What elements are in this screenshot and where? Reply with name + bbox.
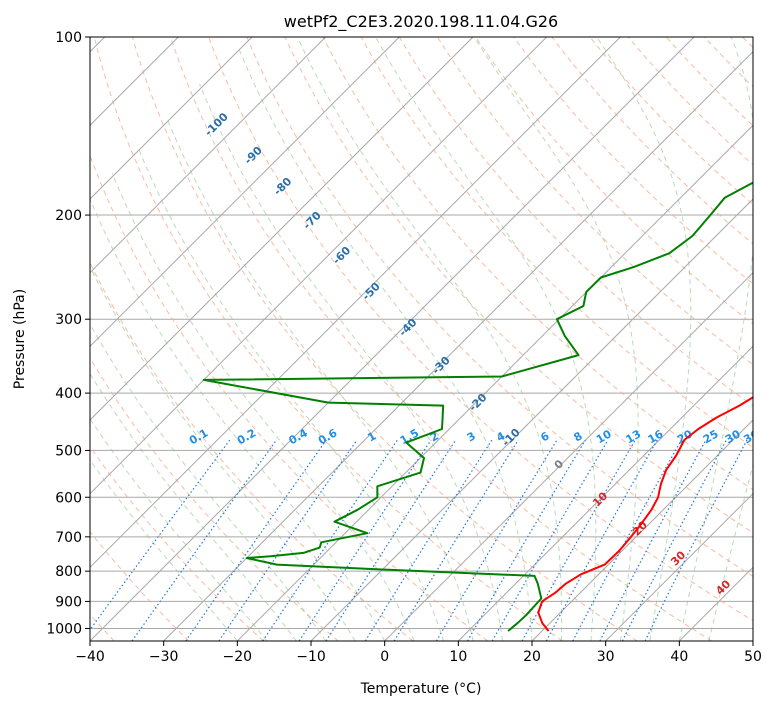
mixing-ratio-lines bbox=[90, 439, 748, 641]
moist-adiabat-line bbox=[596, 37, 692, 641]
mixing-ratio-label: 36 bbox=[741, 427, 761, 446]
mixing-ratio-line bbox=[545, 439, 658, 641]
y-tick-label: 1000 bbox=[46, 621, 82, 637]
y-tick-label: 600 bbox=[55, 490, 82, 506]
x-tick-label: 0 bbox=[380, 649, 389, 665]
x-tick-label: 40 bbox=[670, 649, 688, 665]
dry-adiabat-line bbox=[90, 154, 488, 641]
moist-adiabat-line bbox=[167, 119, 474, 641]
isotherm-line bbox=[90, 37, 695, 641]
mixing-ratio-line bbox=[185, 439, 327, 641]
moist-adiabat-line bbox=[473, 37, 639, 641]
dry-adiabat-line bbox=[398, 37, 753, 407]
isotherm-line bbox=[384, 271, 753, 641]
plot-frame bbox=[89, 36, 754, 642]
y-tick-label: 900 bbox=[55, 594, 82, 610]
x-tick-label: 10 bbox=[449, 649, 467, 665]
mixing-ratio-line bbox=[325, 439, 457, 641]
isotherm-line bbox=[90, 37, 548, 495]
x-tick-label: 20 bbox=[523, 649, 541, 665]
dry-adiabat-line bbox=[360, 37, 753, 449]
isotherm-line bbox=[90, 37, 327, 274]
x-axis: −40 −30 −20 −10 0 10 20 30 40 50 bbox=[75, 641, 762, 665]
dry-adiabat-line bbox=[170, 37, 712, 641]
y-tick-label: 500 bbox=[55, 443, 82, 459]
mixing-ratio-line bbox=[90, 439, 231, 631]
x-tick-label: −20 bbox=[223, 649, 253, 665]
moist-adiabat-line bbox=[90, 322, 327, 641]
x-tick-label: −10 bbox=[296, 649, 326, 665]
x-tick-label: −30 bbox=[149, 649, 179, 665]
moist-adiabat-line bbox=[90, 417, 268, 641]
mixing-ratio-line bbox=[262, 439, 399, 641]
isotherm-line bbox=[90, 37, 253, 200]
mixing-ratio-line bbox=[393, 439, 519, 641]
isotherm-line bbox=[310, 198, 753, 641]
moist-adiabat-line bbox=[237, 46, 533, 641]
dry-adiabat-line bbox=[90, 357, 339, 641]
x-tick-label: 50 bbox=[744, 649, 762, 665]
x-tick-label: −40 bbox=[75, 649, 105, 665]
moist-adiabat-line bbox=[297, 37, 563, 641]
y-axis: 1000 900 800 700 600 500 400 300 200 100 bbox=[46, 30, 90, 637]
profile-series bbox=[202, 181, 753, 632]
dry-adiabat-line bbox=[93, 37, 563, 641]
y-tick-label: 200 bbox=[55, 208, 82, 224]
isotherm-line bbox=[90, 37, 400, 348]
moist-adiabat-line bbox=[375, 37, 597, 641]
isotherm-line bbox=[236, 124, 753, 641]
x-tick-label: 30 bbox=[597, 649, 615, 665]
y-tick-label: 100 bbox=[55, 30, 82, 46]
mixing-ratio-line bbox=[218, 439, 358, 641]
moist-adiabat-line bbox=[111, 173, 415, 641]
dry-adiabat-line bbox=[90, 530, 190, 641]
isotherm-line bbox=[90, 37, 474, 421]
y-tick-label: 700 bbox=[55, 530, 82, 546]
mixing-ratio-line bbox=[491, 439, 609, 641]
isotherm-grid bbox=[90, 37, 753, 641]
isotherm-line bbox=[163, 50, 753, 641]
mixing-ratio-line bbox=[364, 439, 493, 641]
isotherm-line bbox=[90, 37, 621, 569]
chart-title: wetPf2_C2E3.2020.198.11.04.G26 bbox=[284, 12, 558, 32]
x-axis-label: Temperature (°C) bbox=[360, 681, 482, 697]
dry-adiabat-line bbox=[131, 37, 638, 641]
dry-adiabat-line bbox=[513, 37, 753, 285]
dry-adiabat-line bbox=[246, 37, 753, 577]
y-tick-label: 400 bbox=[55, 386, 82, 402]
moist-adiabat-line bbox=[90, 197, 386, 641]
moist-adiabat-line bbox=[90, 265, 356, 641]
mixing-ratio-line bbox=[644, 439, 748, 641]
isotherm-line bbox=[531, 419, 753, 641]
mixing-ratio-line bbox=[435, 439, 558, 641]
y-axis-label: Pressure (hPa) bbox=[12, 289, 28, 389]
y-tick-label: 800 bbox=[55, 564, 82, 580]
dewpoint-line bbox=[202, 181, 753, 632]
mixing-ratio-line bbox=[466, 439, 587, 641]
mixing-ratio-line bbox=[298, 439, 432, 641]
mixing-ratio-line bbox=[521, 439, 636, 641]
isotherm-line bbox=[605, 492, 753, 641]
dry-adiabat-line bbox=[90, 445, 264, 641]
temperature-line bbox=[537, 396, 753, 632]
plot-area: -100-90-80-70-60-50-40-30-20-10 0.1 0.2 0.… bbox=[90, 37, 761, 641]
dry-adiabat-line bbox=[208, 37, 753, 622]
isotherm-line bbox=[457, 345, 753, 641]
y-tick-label: 300 bbox=[55, 312, 82, 328]
